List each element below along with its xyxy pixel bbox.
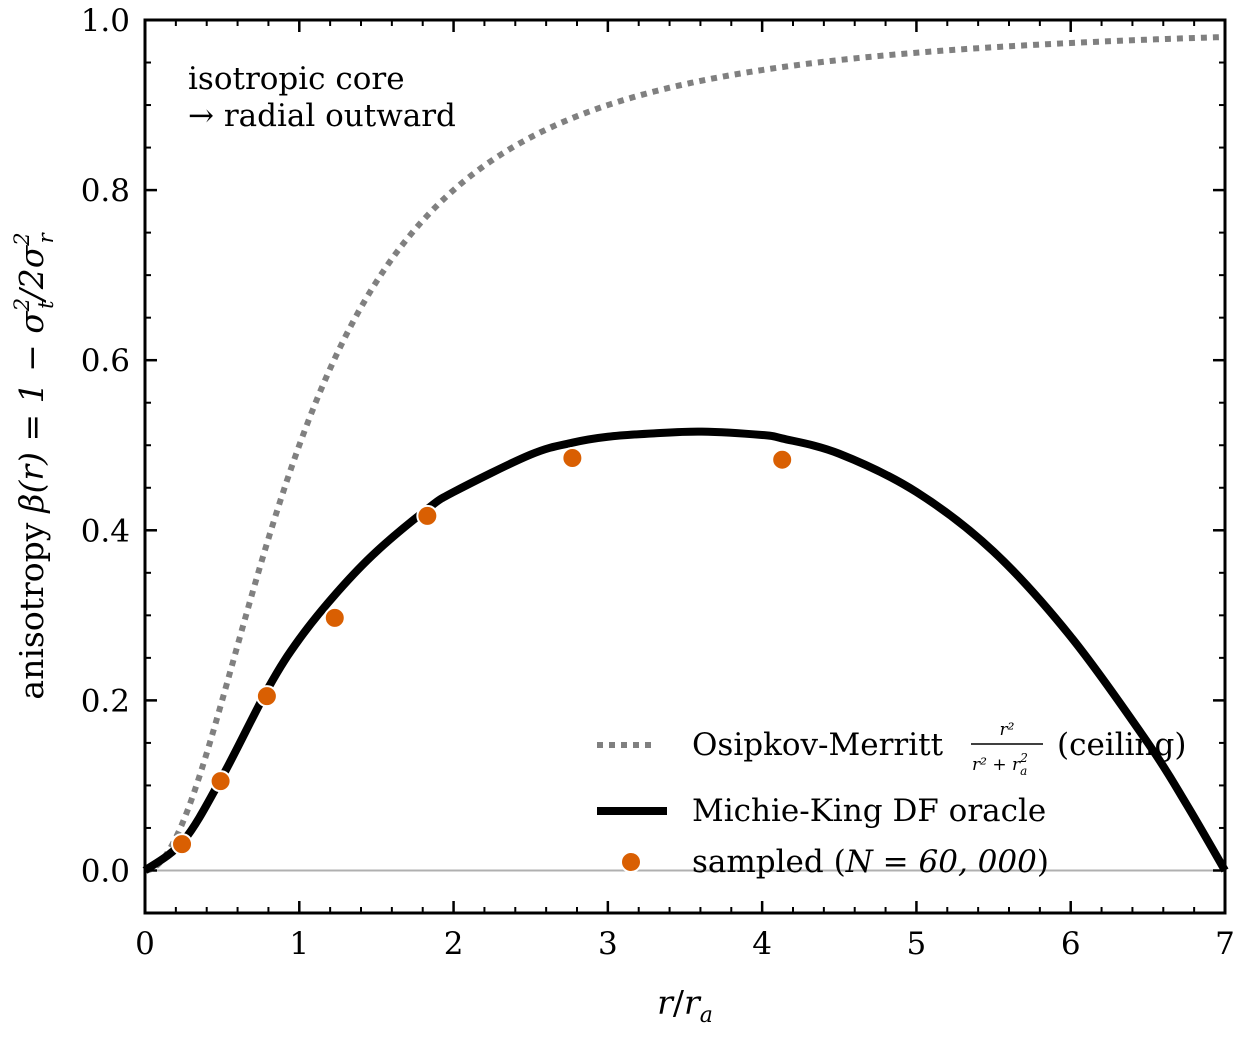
x-axis-title: r/ra (657, 983, 713, 1028)
y-axis-title-word: anisotropy (12, 522, 51, 699)
legend-sampled-close: ) (1037, 844, 1049, 880)
x-tick-label: 4 (752, 926, 772, 962)
y-axis-title-t-sup: 2 (10, 298, 34, 312)
x-axis-title-ra-sub: a (700, 1003, 713, 1028)
annotation-line-2: → radial outward (188, 98, 456, 134)
legend-sampled-label: sampled (N = 60, 000) (692, 844, 1049, 880)
legend-sampled-math: N = 60, 000 (845, 844, 1037, 880)
x-tick-label: 0 (135, 926, 155, 962)
plot-frame (143, 18, 1227, 915)
y-tick-label: 1.0 (81, 3, 130, 39)
legend: Osipkov-Merritt r² r² + ra2 (ceiling) Mi… (597, 720, 1186, 880)
legend-om-numerator: r² (1000, 720, 1015, 740)
y-tick-label: 0.6 (81, 343, 130, 379)
x-axis-title-slash: / (673, 983, 685, 1022)
sampled-point (255, 685, 278, 708)
x-axis-title-ra: r (684, 983, 702, 1022)
legend-om-denominator-sub: a (1020, 764, 1027, 778)
legend-mk-label: Michie-King DF oracle (692, 793, 1046, 829)
x-tick-label: 7 (1215, 926, 1235, 962)
ticks-layer (143, 18, 1227, 913)
y-axis-title-r-sub: r (34, 231, 58, 243)
y-tick-label: 0.2 (81, 683, 130, 719)
legend-sampled-main: sampled ( (692, 844, 846, 880)
legend-om-denominator: r² + ra2 (972, 751, 1028, 778)
michie-king-curve (142, 427, 1229, 874)
legend-om-tail: (ceiling) (1057, 727, 1186, 763)
sampled-point (171, 833, 194, 856)
y-tick-label: 0.0 (81, 853, 130, 889)
y-axis-title-math: β(r) = 1 − σ (12, 310, 51, 515)
x-tick-label: 2 (444, 926, 464, 962)
x-axis-title-r: r (657, 983, 675, 1022)
x-tick-label: 6 (1061, 926, 1081, 962)
sampled-point (416, 504, 439, 527)
tick-labels-layer: 0 1 2 3 4 5 6 7 0.0 0.2 0.4 0.6 0.8 1.0 (81, 3, 1235, 962)
sampled-point (561, 446, 584, 469)
sampled-point (771, 448, 794, 471)
x-tick-label: 1 (289, 926, 309, 962)
y-tick-label: 0.4 (81, 513, 130, 549)
sampled-point (323, 606, 346, 629)
legend-om-label: Osipkov-Merritt (692, 727, 944, 763)
osipkov-merritt-curve (144, 34, 1226, 874)
x-tick-label: 5 (907, 926, 927, 962)
y-tick-label: 0.8 (81, 173, 130, 209)
annotation-line-1: isotropic core (188, 61, 405, 97)
legend-om-denominator-main: r² + r (972, 755, 1021, 775)
legend-om-denominator-sup: 2 (1019, 751, 1028, 765)
y-axis-title-r-sup: 2 (10, 232, 34, 246)
legend-sampled-marker (620, 851, 642, 873)
sampled-point (209, 770, 232, 793)
y-axis-title-mid: /2σ (12, 244, 51, 303)
y-axis-title-t-sub: t (34, 300, 58, 309)
y-axis-title: anisotropyβ(r) = 1 − σ2t/2σ2r (10, 231, 58, 699)
series-layer (142, 34, 1229, 874)
x-tick-label: 3 (598, 926, 618, 962)
